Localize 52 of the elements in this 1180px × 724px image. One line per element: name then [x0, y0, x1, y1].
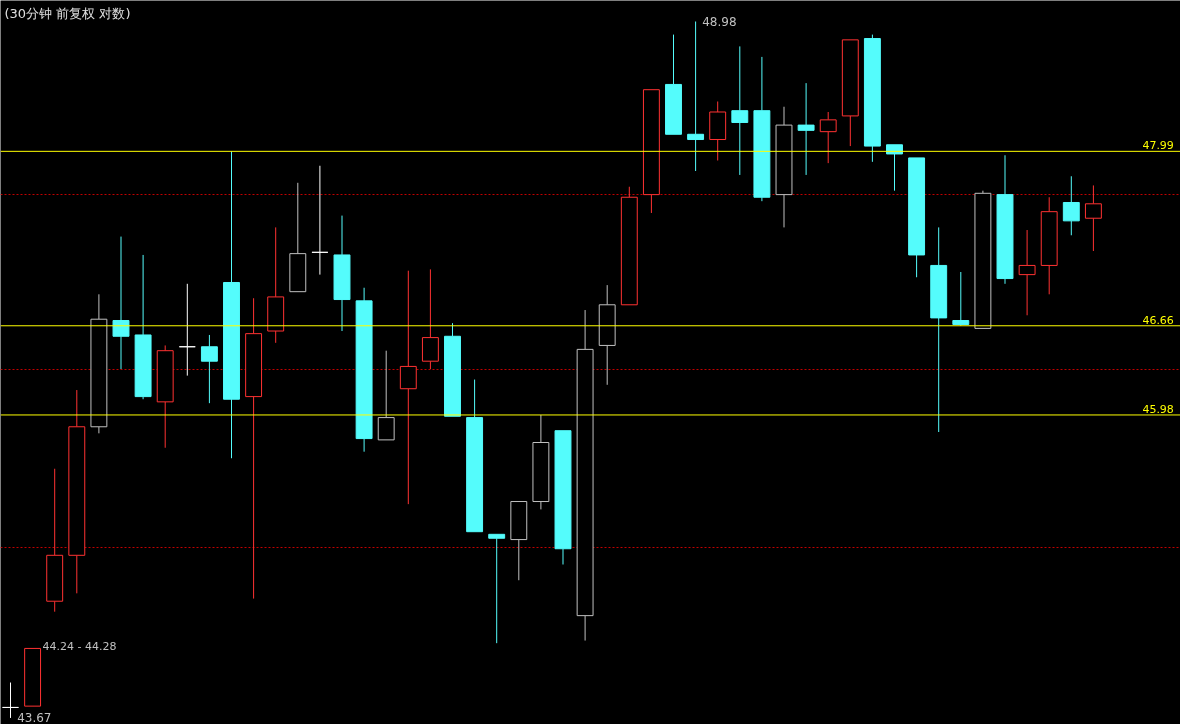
ref-line-label: 45.98	[1142, 402, 1174, 416]
candlestick	[1018, 229, 1036, 316]
candlestick	[642, 89, 660, 214]
candlestick	[200, 334, 218, 404]
candlestick	[554, 430, 572, 565]
annotation: 48.98	[702, 14, 737, 29]
candlestick	[488, 533, 506, 644]
candlestick	[886, 144, 903, 192]
candlestick	[576, 309, 594, 642]
candlestick	[665, 34, 682, 135]
candlestick	[598, 284, 616, 386]
ref-line-label: 47.99	[1142, 139, 1174, 153]
candlestick	[90, 293, 108, 434]
candlestick	[289, 182, 307, 293]
candlestick	[223, 150, 240, 459]
candlestick	[2, 682, 19, 719]
candlestick	[355, 287, 373, 453]
candlestick	[930, 226, 948, 433]
candlestick	[1084, 184, 1102, 252]
candlestick	[709, 100, 727, 162]
annotation: 44.24 - 44.28	[42, 639, 117, 653]
candlestick	[399, 270, 417, 505]
candlestick	[377, 350, 395, 441]
candlestick	[731, 45, 749, 176]
candlestick	[908, 157, 926, 278]
candlestick	[775, 106, 793, 228]
candlestick	[156, 344, 174, 449]
candlestick	[333, 215, 351, 332]
candlestick	[178, 283, 196, 377]
annotation: 43.67	[17, 711, 52, 724]
candlestick	[532, 414, 550, 510]
candlestick	[267, 226, 285, 344]
candlestick	[620, 186, 638, 306]
candlestick	[68, 389, 86, 594]
candlestick	[510, 501, 528, 581]
candlestick	[841, 39, 859, 147]
chart-title: (30分钟 前复权 对数)	[4, 5, 131, 21]
candlestick	[245, 297, 263, 600]
candlestick	[996, 154, 1014, 285]
candlestick	[753, 56, 771, 202]
candlestick	[134, 254, 152, 400]
candlestick	[1040, 196, 1058, 295]
candlestick	[466, 379, 484, 533]
candlestick	[24, 647, 42, 707]
ref-line-label: 46.66	[1142, 313, 1174, 327]
candlestick	[974, 190, 992, 329]
candlestick	[1062, 175, 1080, 236]
candlestick	[46, 468, 64, 613]
candlestick	[444, 322, 461, 417]
candlestick	[797, 82, 815, 176]
candlestick	[311, 165, 329, 276]
candlestick	[112, 236, 130, 370]
